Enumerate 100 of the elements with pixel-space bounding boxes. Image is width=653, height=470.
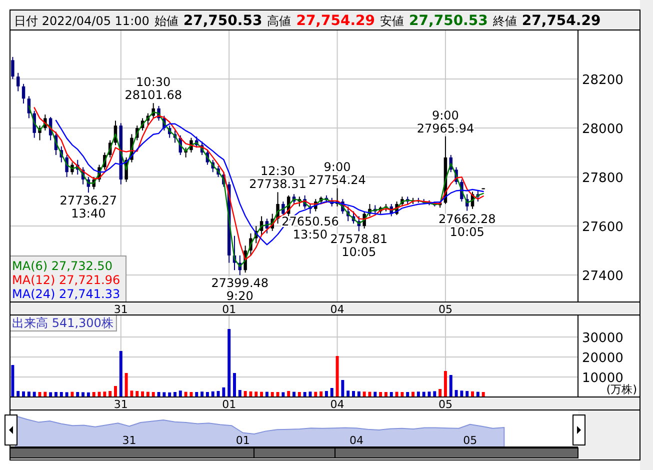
y-tick-label: 28200 <box>582 73 624 88</box>
bar <box>444 371 447 397</box>
x-tick-label: 31 <box>114 398 128 411</box>
bar <box>178 390 182 397</box>
bar <box>244 391 247 397</box>
annotation: 10:05 <box>450 224 484 239</box>
bar <box>11 365 14 397</box>
y-tick-label: 20000 <box>582 351 624 366</box>
annotation: 27736.27 <box>60 194 118 208</box>
candlestick <box>11 56 14 80</box>
x-tick-label: 05 <box>438 303 452 316</box>
bar <box>82 392 85 397</box>
bar <box>346 390 350 397</box>
bar <box>362 392 366 397</box>
bar <box>136 391 139 397</box>
bar <box>336 356 339 397</box>
bar <box>60 392 63 397</box>
annotation: 27754.24 <box>308 173 366 188</box>
annotation: 13:50 <box>292 228 328 242</box>
text: MA(12) 27,721.96 <box>12 273 120 287</box>
bar <box>406 392 410 397</box>
x-tick-label: 04 <box>330 398 344 411</box>
bar <box>466 391 469 397</box>
bar <box>162 392 166 397</box>
annotation: 10:30 <box>136 75 171 90</box>
y-tick-label: 27400 <box>582 269 624 284</box>
bar <box>238 390 242 397</box>
text: 27,754.29 <box>522 13 601 29</box>
x-tick-label: 31 <box>122 434 136 447</box>
bar <box>390 392 393 397</box>
bar <box>124 373 128 397</box>
x-tick-label: 05 <box>463 434 478 447</box>
x-tick-label: 01 <box>236 434 250 447</box>
bar <box>276 392 280 397</box>
bar <box>270 392 274 397</box>
bar <box>152 392 155 397</box>
candlestick <box>22 83 26 104</box>
x-tick-label: 05 <box>438 398 452 411</box>
bar <box>308 392 312 397</box>
bar <box>438 389 442 397</box>
text: 高値 <box>267 14 292 28</box>
bar <box>216 391 220 397</box>
text: MA(24) 27,741.33 <box>12 287 120 301</box>
text: 終値 <box>492 14 517 28</box>
bar <box>65 392 68 397</box>
bar <box>416 392 420 397</box>
bar <box>76 392 80 397</box>
bar <box>200 392 204 397</box>
annotation: 9:00 <box>432 108 459 122</box>
x-tick-label: 01 <box>222 398 236 411</box>
x-tick-label: 31 <box>114 303 128 316</box>
bar <box>222 387 226 397</box>
annotation: 28101.68 <box>124 88 182 102</box>
y-axis-title: (万株) <box>606 383 637 396</box>
bar <box>49 392 52 397</box>
text: 27,754.29 <box>296 13 376 29</box>
bar <box>254 392 258 397</box>
text: 27,750.53 <box>409 13 488 29</box>
text: 日付 2022/04/05 11:00 <box>14 14 150 28</box>
bar <box>195 392 198 397</box>
annotation: 13:40 <box>71 206 106 221</box>
y-tick-label: 28000 <box>582 122 624 138</box>
bar <box>249 391 252 397</box>
text: 27,750.53 <box>183 13 262 29</box>
text: MA(6) 27,732.50 <box>12 259 112 273</box>
bar <box>341 380 344 397</box>
y-tick-label: 27800 <box>582 171 624 186</box>
bar <box>352 391 355 397</box>
bar <box>287 391 290 397</box>
candlestick <box>16 72 20 92</box>
bar <box>108 391 112 397</box>
chart-title: 出来高 541,300株 <box>12 316 114 330</box>
annotation: 27662.28 <box>438 212 496 226</box>
annotation: 27399.48 <box>211 276 269 290</box>
bar <box>54 392 58 397</box>
bar <box>130 390 134 397</box>
bar <box>400 392 404 397</box>
bar <box>119 351 122 397</box>
bar <box>190 392 193 397</box>
bar <box>103 392 106 397</box>
bar <box>357 391 360 397</box>
bar <box>449 375 452 397</box>
bar <box>324 391 328 397</box>
bar <box>211 391 214 397</box>
annotation: 27738.31 <box>249 177 306 192</box>
bar <box>27 392 30 397</box>
x-tick-label: 04 <box>349 434 364 447</box>
bar <box>433 391 436 397</box>
x-tick-label: 01 <box>222 303 236 316</box>
annotation: 9:00 <box>324 160 351 174</box>
x-tick-label: 04 <box>330 303 344 316</box>
text: 安値 <box>380 14 404 28</box>
bar <box>206 392 209 397</box>
bar <box>282 392 285 397</box>
bar <box>482 392 485 397</box>
bar <box>92 392 96 397</box>
annotation: 10:05 <box>342 245 376 260</box>
annotation: 27965.94 <box>416 121 474 136</box>
bar <box>141 391 144 397</box>
y-tick-label: 10000 <box>582 371 624 386</box>
